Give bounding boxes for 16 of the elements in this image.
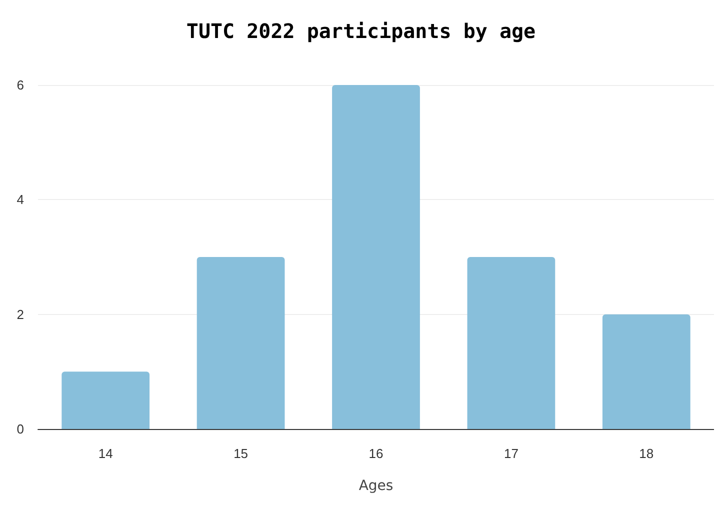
bar (467, 257, 556, 429)
bar (602, 314, 690, 429)
y-tick-label: 6 (16, 78, 24, 92)
bar (62, 372, 150, 429)
x-tick-label: 16 (368, 446, 384, 461)
x-tick-label: 17 (504, 446, 518, 461)
chart-title: TUTC 2022 participants by age (186, 19, 536, 43)
x-tick-label: 18 (639, 446, 654, 461)
y-tick-label: 2 (16, 306, 24, 322)
y-tick-label: 4 (16, 192, 24, 208)
bar (196, 257, 285, 429)
x-tick-label: 14 (98, 446, 113, 461)
x-tick-label: 15 (234, 446, 248, 461)
x-axis-title: Ages (358, 478, 394, 494)
y-tick-label: 0 (16, 422, 24, 436)
bar (332, 85, 420, 429)
